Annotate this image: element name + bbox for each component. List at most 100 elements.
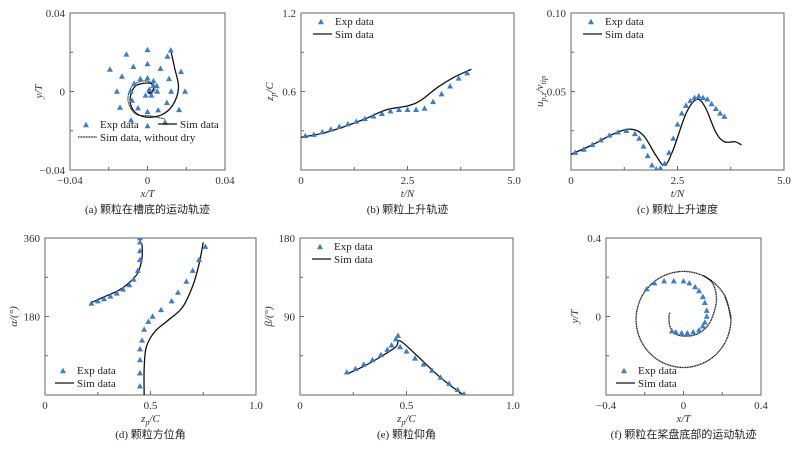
exp-data-point — [129, 97, 135, 103]
exp-data-point — [142, 92, 149, 98]
exp-data-point — [319, 128, 326, 135]
panel-b: 0 2.5 5.0 0.6 1.2 t/N zp​/C (b) 颗粒上升轨迹 Exp dataS… — [264, 8, 521, 216]
exp-data-point — [196, 256, 203, 263]
exp-data-point — [94, 298, 101, 304]
exp-data-point — [352, 365, 359, 372]
x-axis-label: t/N — [671, 188, 685, 200]
plot-area — [343, 332, 467, 395]
plot-area — [106, 46, 189, 129]
plot-area — [571, 93, 742, 170]
x-tick-label: 0.4 — [754, 400, 768, 412]
exp-data-point — [643, 285, 650, 292]
y-tick-label: 180 — [279, 233, 296, 245]
exp-data-point — [395, 106, 402, 113]
exp-data-point — [696, 327, 702, 333]
exp-data-point — [144, 46, 151, 53]
legend-exp-marker — [621, 367, 627, 374]
exp-data-point — [464, 69, 471, 76]
plot-frame — [570, 12, 785, 171]
exp-data-point — [182, 88, 189, 94]
exp-data-point — [106, 66, 113, 72]
exp-data-point — [420, 361, 427, 367]
exp-data-point — [302, 132, 309, 139]
exp-data-point — [144, 60, 151, 67]
y-axis-label: y/T — [569, 309, 581, 325]
exp-data-point — [116, 104, 123, 110]
exp-data-point — [704, 96, 711, 102]
legend-exp-marker — [317, 243, 323, 250]
exp-data-point — [648, 162, 655, 168]
exp-data-point — [683, 102, 690, 108]
exp-data-point — [384, 346, 391, 352]
exp-data-point — [454, 386, 461, 392]
exp-data-point — [157, 65, 164, 71]
x-tick-label: 5.0 — [777, 175, 791, 187]
exp-data-point — [131, 80, 138, 86]
legend-exp-marker — [83, 121, 89, 128]
exp-data-point — [703, 307, 710, 313]
exp-data-point — [361, 115, 368, 122]
exp-data-point — [370, 113, 377, 119]
exp-data-point — [580, 146, 587, 152]
x-tick-label: 0 — [145, 175, 151, 187]
exp-data-point — [136, 346, 143, 352]
y-tick-label: 180 — [24, 312, 41, 324]
x-tick-label: 0 — [42, 400, 48, 412]
exp-data-point — [668, 328, 675, 334]
legend-exp-marker — [588, 18, 594, 25]
exp-data-point — [145, 318, 152, 324]
exp-data-point — [353, 118, 360, 124]
exp-data-point — [126, 281, 133, 288]
exp-data-point — [136, 383, 143, 389]
exp-data-point — [130, 276, 137, 282]
exp-data-point — [692, 283, 699, 290]
exp-data-point — [136, 247, 143, 254]
exp-data-point — [154, 88, 161, 94]
panel-caption: (e) 颗粒仰角 — [377, 427, 436, 441]
legend-label: Exp data — [334, 241, 373, 253]
exp-data-point — [657, 165, 664, 170]
exp-data-point — [327, 126, 334, 132]
exp-data-point — [700, 94, 707, 100]
exp-data-point — [680, 277, 687, 284]
x-tick-label: 0 — [568, 175, 574, 187]
y-tick-label: 360 — [24, 233, 41, 245]
exp-data-point — [678, 329, 685, 336]
exp-data-point — [148, 92, 155, 98]
exp-data-point — [397, 343, 404, 350]
exp-data-point — [392, 335, 399, 342]
exp-data-point — [623, 127, 630, 133]
exp-data-point — [146, 86, 153, 92]
exp-data-point — [614, 129, 621, 135]
x-tick-label: 0 — [298, 175, 304, 187]
exp-data-point — [589, 141, 596, 148]
y-axis-label: β/(°) — [263, 306, 275, 328]
legend-label: Exp data — [638, 365, 677, 377]
exp-data-point — [437, 374, 444, 380]
exp-data-point — [168, 298, 175, 304]
exp-data-point — [661, 160, 668, 166]
sim-data-line — [635, 270, 732, 369]
legend-label: Sim data — [605, 29, 644, 41]
exp-data-point — [158, 306, 165, 313]
x-tick-label: 0 — [681, 400, 687, 412]
exp-data-point — [167, 47, 174, 53]
exp-data-point — [644, 152, 651, 159]
exp-data-point — [127, 88, 134, 94]
exp-data-point — [144, 122, 151, 129]
exp-data-point — [597, 136, 604, 143]
exp-data-point — [123, 51, 130, 57]
plot-frame — [300, 12, 515, 171]
panel-caption: (a) 颗粒在槽底的运动轨迹 — [85, 202, 210, 216]
panel-caption: (f) 颗粒在桨盘底部的运动轨迹 — [611, 427, 757, 441]
exp-data-point — [461, 390, 467, 395]
exp-data-point — [139, 337, 146, 343]
exp-data-point — [651, 279, 658, 286]
exp-data-point — [717, 110, 724, 116]
sim-data-line — [301, 68, 472, 138]
